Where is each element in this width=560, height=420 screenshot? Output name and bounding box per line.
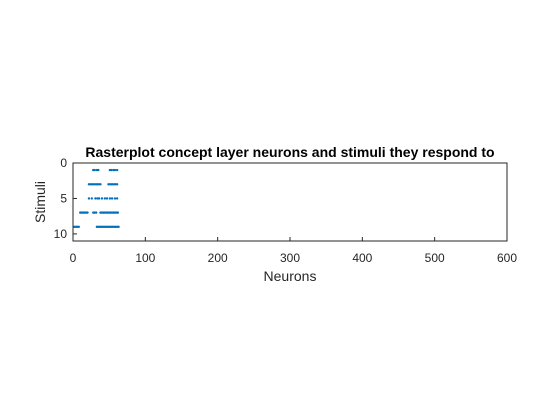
x-axis-ticks: 0 100 200 300 400 500 600 (70, 237, 517, 265)
y-tick-label: 10 (54, 227, 68, 241)
raster-point (110, 197, 114, 200)
x-tick-label: 500 (425, 251, 445, 265)
y-tick-label: 5 (60, 191, 67, 205)
raster-point (113, 168, 117, 172)
x-tick-label: 300 (280, 251, 300, 265)
x-tick-label: 100 (135, 251, 155, 265)
y-axis-label: Stimuli (32, 181, 48, 223)
raster-point (94, 197, 97, 200)
raster-marks (73, 168, 120, 229)
axes-box (72, 162, 508, 242)
x-axis-label: Neurons (264, 268, 317, 284)
raster-point (115, 197, 119, 200)
raster-point (94, 211, 98, 214)
raster-point (100, 197, 104, 200)
chart-title: Rasterplot concept layer neurons and sti… (85, 144, 494, 160)
raster-point (103, 197, 107, 200)
raster-point (97, 197, 101, 200)
raster-point (113, 197, 117, 200)
y-axis-ticks: 0 5 10 (54, 156, 77, 241)
raster-point (117, 225, 120, 229)
raster-point (116, 211, 120, 214)
y-tick-label: 0 (60, 156, 67, 170)
raster-point (90, 197, 94, 200)
raster-point (77, 225, 80, 229)
raster-point (93, 168, 96, 172)
x-tick-label: 200 (208, 251, 228, 265)
raster-point (115, 183, 119, 186)
x-tick-label: 0 (70, 251, 77, 265)
raster-point (86, 211, 89, 214)
plot-area: 0 100 200 300 400 500 600 0 5 10 (54, 156, 518, 265)
raster-point (105, 197, 109, 200)
raster-point (87, 197, 91, 200)
raster-point (99, 183, 102, 186)
raster-point (110, 168, 113, 172)
raster-point (115, 168, 119, 172)
x-tick-label: 400 (352, 251, 372, 265)
raster-point (108, 197, 112, 200)
raster-point (97, 168, 100, 172)
x-tick-label: 600 (497, 251, 517, 265)
